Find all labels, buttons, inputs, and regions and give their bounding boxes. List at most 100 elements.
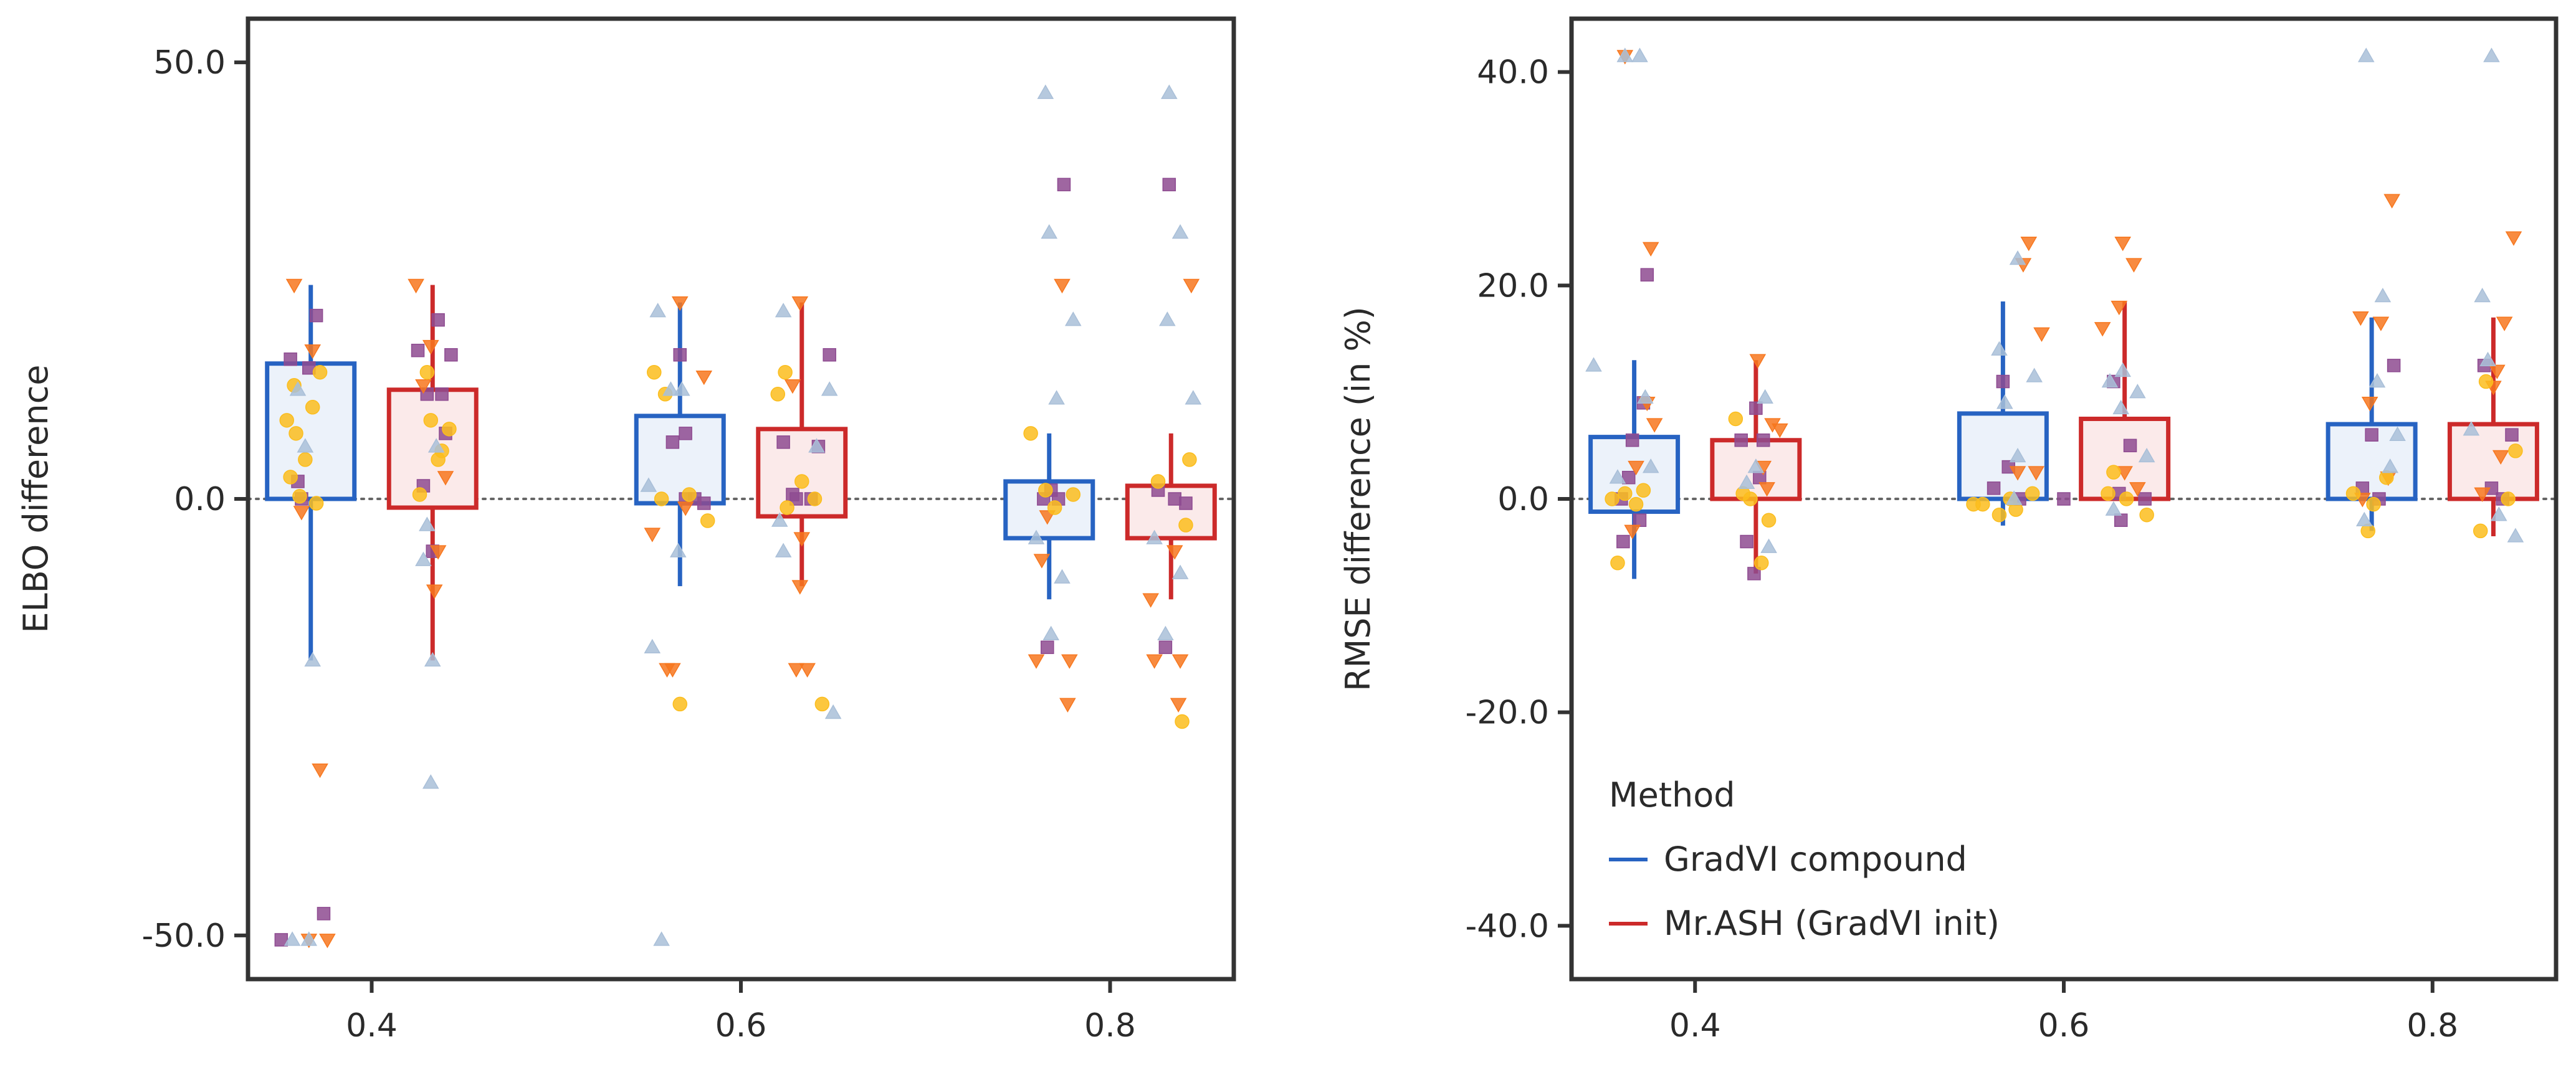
point-tri-down <box>422 339 439 355</box>
point-tri-up <box>808 438 825 453</box>
point-tri-up <box>1171 224 1189 239</box>
point-circle <box>1023 426 1038 441</box>
x-tick-label: 0.6 <box>715 1007 767 1044</box>
point-circle <box>2366 496 2381 512</box>
point-tri-down <box>664 663 681 678</box>
box-gradvi-1 <box>1957 411 2049 501</box>
point-tri-down <box>415 379 432 394</box>
point-tri-up <box>1747 458 1765 473</box>
point-square <box>2138 492 2152 506</box>
point-circle <box>431 452 446 467</box>
point-tri-up <box>2009 250 2026 265</box>
point-tri-down <box>429 545 447 560</box>
point-circle <box>1182 452 1197 467</box>
point-square <box>1158 640 1173 655</box>
point-square <box>2505 428 2519 442</box>
point-tri-down <box>784 379 801 394</box>
point-tri-down <box>2125 258 2142 273</box>
point-square <box>2387 359 2401 372</box>
point-tri-down <box>2114 237 2131 252</box>
point-tri-up <box>2138 447 2155 463</box>
point-tri-down <box>1642 242 1659 257</box>
point-circle <box>2025 486 2040 501</box>
point-tri-down <box>2352 311 2369 326</box>
point-tri-down <box>788 663 805 678</box>
point-tri-down <box>1039 510 1056 525</box>
legend-entry: GradVI compound <box>1664 840 1967 879</box>
point-tri-down <box>1183 278 1200 294</box>
point-circle <box>283 470 298 485</box>
point-tri-up <box>662 381 679 396</box>
point-circle <box>770 387 786 402</box>
point-tri-up <box>2355 511 2373 527</box>
point-tri-up <box>419 516 436 531</box>
point-circle <box>778 364 793 380</box>
point-circle <box>289 426 303 441</box>
point-tri-up <box>1185 390 1202 405</box>
point-tri-down <box>791 580 809 595</box>
point-tri-up <box>1637 389 1654 404</box>
point-tri-down <box>1059 698 1076 713</box>
point-circle <box>647 364 662 380</box>
point-tri-up <box>771 512 788 527</box>
point-tri-down <box>1142 593 1159 608</box>
point-circle <box>292 489 307 504</box>
x-tick-label: 0.6 <box>2038 1007 2090 1044</box>
elbo-panel: 50.0 0.0 -50.0 0.4 0.6 0.8 ELBO difference <box>16 16 1236 1044</box>
point-circle <box>1992 507 2007 523</box>
point-square <box>823 348 836 362</box>
point-square <box>1987 481 2001 495</box>
point-circle <box>1047 500 1062 515</box>
point-tri-up <box>673 381 690 396</box>
point-tri-up <box>2479 351 2496 367</box>
point-square <box>1162 178 1176 192</box>
y-tick-label: -40.0 <box>1465 907 1549 945</box>
point-circle <box>2478 374 2494 389</box>
point-square <box>776 435 790 449</box>
x-tick-label: 0.8 <box>1084 1007 1136 1044</box>
y-tick-label: -20.0 <box>1465 694 1549 732</box>
point-tri-down <box>304 344 321 359</box>
point-circle <box>2345 486 2361 501</box>
point-tri-up <box>1631 47 1648 62</box>
point-square <box>431 313 445 327</box>
point-tri-down <box>1146 654 1163 669</box>
point-circle <box>2508 443 2523 458</box>
point-tri-down <box>1758 482 1775 497</box>
point-tri-up <box>289 381 307 396</box>
point-square <box>1621 470 1636 485</box>
point-tri-down <box>2489 364 2506 379</box>
point-tri-down <box>2111 300 2128 316</box>
point-tri-down <box>2020 237 2038 252</box>
point-circle <box>1636 483 1651 498</box>
point-tri-up <box>300 931 318 946</box>
point-circle <box>1150 474 1166 489</box>
point-tri-up <box>2009 447 2026 463</box>
point-square <box>1633 513 1647 528</box>
point-circle <box>2139 507 2154 523</box>
point-tri-down <box>2474 487 2491 502</box>
point-tri-up <box>1609 469 1626 484</box>
point-circle <box>279 413 294 428</box>
legend-title: Method <box>1609 775 1735 815</box>
point-tri-down <box>2028 466 2044 481</box>
rmse-panel: 40.0 20.0 0.0 -20.0 -40.0 0.4 0.6 0.8 RMSE diffe… <box>1338 16 2559 1044</box>
point-tri-up <box>304 651 321 667</box>
point-square <box>786 488 799 501</box>
point-square <box>1734 433 1748 447</box>
point-tri-up <box>649 303 666 318</box>
point-tri-down <box>1772 423 1788 438</box>
point-tri-down <box>799 663 816 678</box>
point-tri-up <box>1760 538 1777 553</box>
point-circle <box>814 696 830 712</box>
point-tri-up <box>2463 421 2480 436</box>
point-tri-down <box>437 471 454 486</box>
point-tri-up <box>284 931 301 946</box>
point-tri-down <box>1628 460 1644 476</box>
y-tick-label: 20.0 <box>1477 267 1549 305</box>
point-tri-down <box>2009 466 2026 481</box>
point-square <box>1747 567 1761 580</box>
point-tri-up <box>2490 506 2507 521</box>
point-circle <box>700 513 715 528</box>
